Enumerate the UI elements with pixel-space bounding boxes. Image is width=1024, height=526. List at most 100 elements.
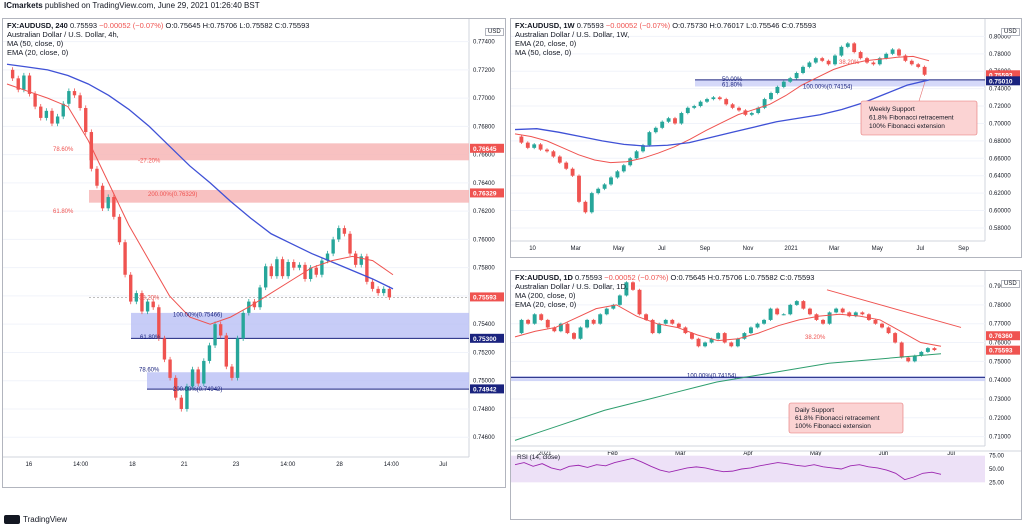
price-candle — [382, 288, 386, 294]
price-candle — [44, 110, 49, 118]
price-badge: 0.75300 — [473, 336, 497, 343]
y-tick-label: 0.75800 — [473, 266, 495, 272]
buy-zone-upper — [131, 312, 469, 339]
price-candle — [570, 168, 575, 176]
fib-label: -27.20% — [138, 158, 161, 164]
price-candle — [611, 304, 616, 309]
price-badge: 0.76360 — [989, 333, 1013, 340]
callout-text: Daily Support — [795, 407, 834, 414]
price-candle — [906, 357, 911, 362]
currency-label[interactable]: USD — [485, 28, 504, 36]
price-candle — [781, 314, 786, 316]
price-candle — [768, 308, 773, 320]
price-candle — [55, 116, 60, 124]
price-change: −0.00052 (−0.07%) — [99, 21, 164, 30]
chart-title: Australian Dollar / U.S. Dollar, 1W, — [515, 30, 630, 39]
price-candle — [647, 132, 652, 146]
indicator-ma[interactable]: MA (50, close, 0) — [515, 48, 572, 57]
fib-label: 200.00%(0.76329) — [148, 192, 197, 198]
price-candle — [679, 113, 684, 124]
price-candle — [213, 324, 217, 346]
price-badge-bg — [470, 384, 504, 394]
chart-canvas-4h[interactable]: 0.77400 0.77200 0.77000 0.76800 0.76600 0.764… — [3, 19, 505, 487]
price-candle — [884, 53, 889, 59]
price-candle — [826, 60, 831, 65]
close-value: C:0.75593 — [274, 21, 310, 30]
fib-label: 78.60% — [53, 147, 74, 153]
chart-panel-4h[interactable]: 0.77400 0.77200 0.77000 0.76800 0.76600 0.764… — [2, 18, 506, 488]
y-tick-label: 0.74000 — [989, 378, 1011, 384]
chart-panel-weekly[interactable]: 0.800000.780000.760000.740000.720000.700… — [510, 18, 1022, 258]
callout-text: 100% Fibonacci extension — [795, 423, 871, 430]
y-tick-label: 0.76000 — [989, 341, 1011, 347]
price-candle — [663, 319, 668, 324]
price-candle — [644, 314, 649, 320]
callout-text: 61.8% Fibonacci retracement — [869, 115, 954, 122]
rsi-y-tick-label: 25.00 — [989, 480, 1005, 486]
fib-label: 100.00%(0.74154) — [687, 373, 736, 379]
y-tick-label: 0.62000 — [989, 191, 1011, 197]
x-tick-label: 10 — [529, 246, 536, 252]
price-candle — [912, 355, 917, 362]
price-candle — [820, 58, 825, 61]
price-candle — [617, 295, 622, 305]
publish-info: published on TradingView.com, June 29, 2… — [44, 1, 260, 10]
indicator-ema[interactable]: EMA (20, close, 0) — [515, 39, 577, 48]
price-candle — [660, 121, 665, 128]
y-tick-label: 0.58000 — [989, 226, 1011, 232]
chart-panel-daily[interactable]: 0.79000 0.78000 0.77000 0.76000 0.75000 0.740… — [510, 270, 1022, 520]
open-value: O:0.75730 — [672, 21, 708, 30]
price-candle — [724, 99, 729, 105]
price-candle — [33, 93, 37, 107]
resistance-trendline — [826, 289, 962, 328]
currency-label[interactable]: USD — [1001, 280, 1020, 288]
fib-label: 61.80% — [722, 82, 743, 88]
price-candle — [348, 233, 352, 254]
price-candle — [241, 312, 245, 339]
price-candle — [834, 308, 839, 313]
price-candle — [877, 58, 882, 65]
currency-label[interactable]: USD — [1001, 28, 1020, 36]
price-candle — [179, 397, 184, 409]
price-candle — [314, 267, 318, 275]
broker-name: ICmarkets — [4, 1, 43, 10]
price-candle — [730, 104, 735, 108]
price-candle — [100, 185, 105, 209]
y-tick-label: 0.79000 — [989, 284, 1011, 290]
price-candle — [641, 145, 645, 152]
price-candle — [308, 267, 313, 279]
price-candle — [72, 91, 77, 96]
price-candle — [275, 259, 279, 277]
rsi-y-tick-label: 75.00 — [989, 454, 1005, 460]
price-candle — [596, 188, 601, 194]
price-candle — [558, 323, 563, 332]
rsi-label: RSI (14, close) — [517, 454, 560, 461]
chart-canvas-daily[interactable]: 0.79000 0.78000 0.77000 0.76000 0.75000 0.740… — [511, 271, 1021, 519]
chart-canvas-weekly[interactable]: 0.800000.780000.760000.740000.720000.700… — [511, 19, 1021, 257]
rsi-band — [511, 455, 985, 483]
price-candle — [84, 108, 88, 133]
price-candle — [22, 75, 26, 90]
price-candle — [807, 62, 812, 67]
price-candle — [591, 319, 596, 324]
indicator-ma[interactable]: MA (50, close, 0) — [7, 39, 64, 48]
price-candle — [899, 342, 904, 358]
price-candle — [145, 301, 150, 312]
indicator-ema[interactable]: EMA (20, close, 0) — [515, 300, 577, 309]
price-candle — [162, 338, 167, 360]
price-candle — [903, 55, 908, 61]
indicator-ma200[interactable]: MA (200, close, 0) — [515, 291, 576, 300]
price-candle — [604, 308, 609, 315]
price-candle — [598, 314, 603, 324]
price-badge-bg — [986, 345, 1020, 355]
y-tick-label: 0.74800 — [473, 407, 495, 413]
low-value: L:0.75582 — [744, 273, 778, 282]
chart-legend-4h: FX:AUDUSD, 240 0.75593 −0.00052 (−0.07%)… — [7, 21, 309, 57]
price-candle — [325, 253, 330, 261]
chart-legend-weekly: FX:AUDUSD, 1W 0.75593 −0.00052 (−0.07%) … — [515, 21, 816, 57]
x-tick-label: Sep — [958, 246, 969, 252]
price-candle — [202, 360, 206, 384]
price-candle — [95, 168, 99, 186]
indicator-ema[interactable]: EMA (20, close, 0) — [7, 48, 69, 57]
price-candle — [919, 351, 924, 356]
